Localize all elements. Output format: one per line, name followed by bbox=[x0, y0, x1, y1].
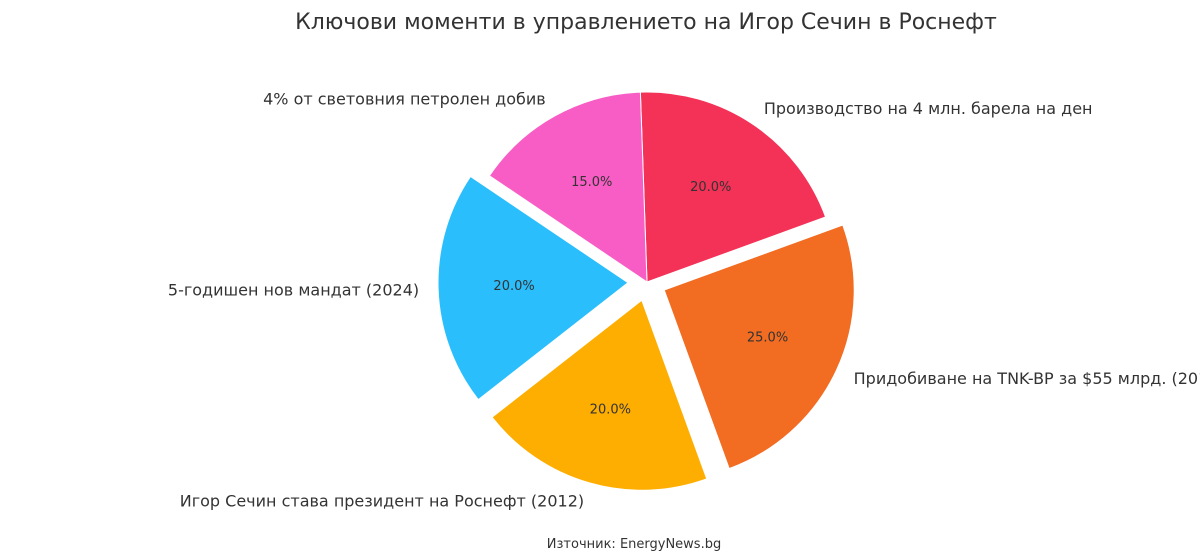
slice-category-label: 5-годишен нов мандат (2024) bbox=[168, 280, 419, 299]
slices-layer bbox=[437, 91, 855, 491]
slice-percent-label: 20.0% bbox=[590, 402, 631, 417]
slice-category-label: Придобиване на TNK-BP за $55 млрд. (2013… bbox=[854, 369, 1200, 388]
slice-percent-label: 25.0% bbox=[747, 331, 788, 346]
source-note: Източник: EnergyNews.bg bbox=[547, 537, 721, 552]
pie-slice bbox=[488, 91, 648, 283]
pie-slice bbox=[663, 224, 855, 470]
chart-title: Ключови моменти в управлението на Игор С… bbox=[295, 10, 997, 35]
pie-slice bbox=[437, 175, 629, 401]
pie-slice bbox=[491, 299, 708, 491]
slice-percent-label: 20.0% bbox=[690, 180, 731, 195]
slice-labels-layer: Производство на 4 млн. барела на ден 4% о… bbox=[168, 90, 1200, 511]
slice-percent-label: 20.0% bbox=[493, 279, 534, 294]
slice-percent-label: 15.0% bbox=[571, 175, 612, 190]
slice-category-label: Производство на 4 млн. барела на ден bbox=[764, 99, 1093, 118]
slice-category-label: Игор Сечин става президент на Роснефт (2… bbox=[180, 492, 584, 511]
slice-category-label: 4% от световния петролен добив bbox=[263, 90, 546, 109]
percent-labels-layer: 20.0% 15.0% 20.0% 20.0% 25.0% bbox=[493, 175, 788, 418]
pie-slice bbox=[639, 91, 827, 283]
